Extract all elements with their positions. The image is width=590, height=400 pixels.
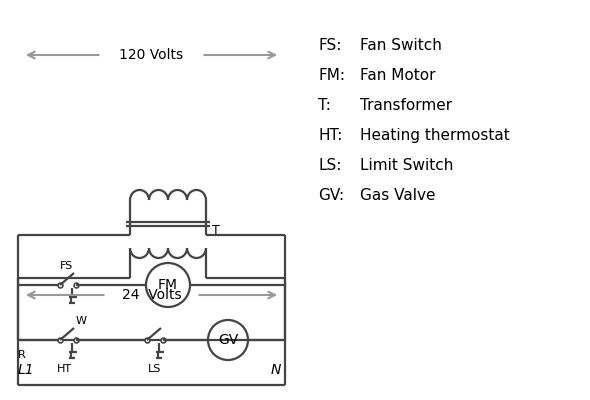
Text: Gas Valve: Gas Valve [360,188,435,203]
Text: LS: LS [148,364,162,374]
Text: FM: FM [158,278,178,292]
Text: 24  Volts: 24 Volts [122,288,181,302]
Text: Limit Switch: Limit Switch [360,158,453,173]
Text: FM:: FM: [318,68,345,83]
Text: T: T [212,224,219,237]
Text: FS: FS [60,261,73,271]
Text: Fan Switch: Fan Switch [360,38,442,53]
Text: GV: GV [218,333,238,347]
Text: W: W [76,316,87,326]
Text: N: N [271,363,281,377]
Text: Transformer: Transformer [360,98,452,113]
Text: 120 Volts: 120 Volts [119,48,183,62]
Text: GV:: GV: [318,188,344,203]
Text: HT: HT [57,364,71,374]
Text: R: R [18,350,26,360]
Text: Fan Motor: Fan Motor [360,68,435,83]
Text: T:: T: [318,98,331,113]
Text: LS:: LS: [318,158,342,173]
Text: FS:: FS: [318,38,342,53]
Text: L1: L1 [18,363,35,377]
Text: Heating thermostat: Heating thermostat [360,128,510,143]
Text: HT:: HT: [318,128,342,143]
